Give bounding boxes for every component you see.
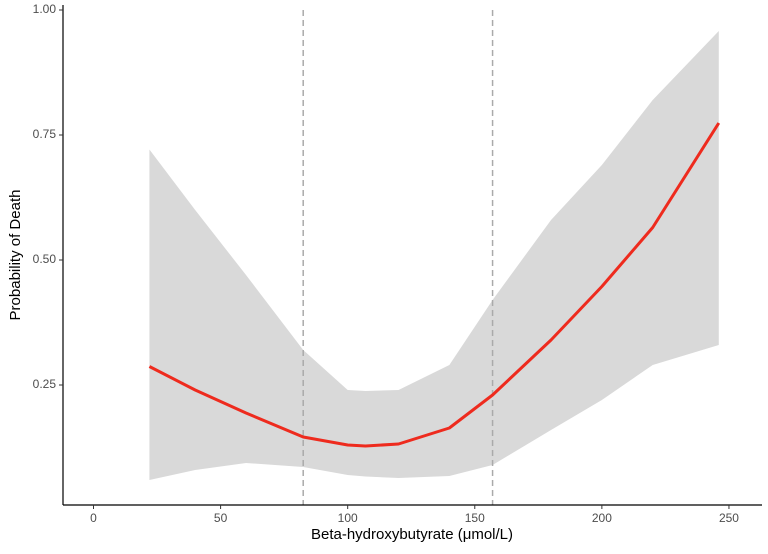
y-tick-label: 0.25 <box>33 377 57 391</box>
x-axis-title: Beta-hydroxybutyrate (μmol/L) <box>311 526 513 543</box>
x-tick-label: 200 <box>592 511 612 525</box>
x-tick-label: 50 <box>214 511 228 525</box>
x-tick-label: 250 <box>719 511 739 525</box>
y-tick-label: 0.75 <box>33 127 57 141</box>
y-axis-title: Probability of Death <box>7 190 24 321</box>
line <box>148 122 721 448</box>
x-tick-label: 150 <box>465 511 485 525</box>
y-tick-label: 0.50 <box>33 252 57 266</box>
y-tick-label: 1.00 <box>33 2 57 16</box>
confidence-band <box>149 31 719 480</box>
x-tick-label: 0 <box>90 511 97 525</box>
x-tick-label: 100 <box>338 511 358 525</box>
